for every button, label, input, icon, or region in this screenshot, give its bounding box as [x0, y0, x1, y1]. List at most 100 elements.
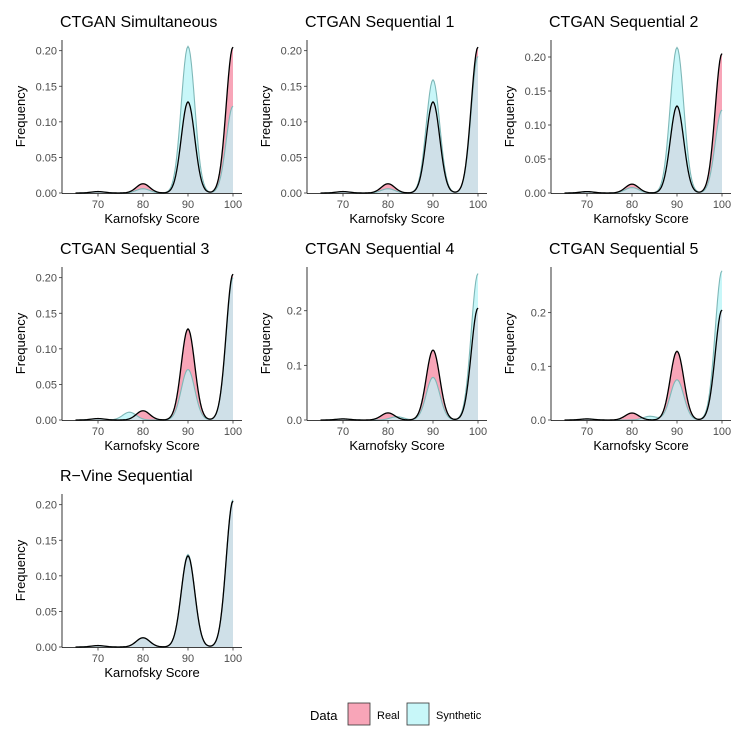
density-area-overlap — [564, 105, 722, 193]
y-tick-label: 0.1 — [287, 360, 302, 372]
y-tick-label: 0.15 — [36, 308, 57, 320]
density-area-synthetic — [564, 47, 722, 194]
legend: Data Real Synthetic — [310, 702, 482, 726]
panel: CTGAN Sequential 3 0.00 0.05 0.10 0.15 0.20 70… — [13, 241, 242, 453]
x-tick-label: 100 — [224, 653, 242, 665]
y-tick-label: 0.1 — [531, 361, 546, 373]
x-tick-label: 80 — [626, 199, 638, 211]
density-line-synthetic — [564, 270, 723, 421]
x-tick-label: 100 — [224, 199, 242, 211]
density-area-real — [320, 307, 478, 420]
x-tick-label: 80 — [382, 426, 394, 438]
y-tick-label: 0.20 — [525, 52, 546, 64]
density-line-synthetic — [564, 46, 723, 194]
x-tick-label: 80 — [626, 426, 638, 438]
legend-key-synthetic — [406, 702, 430, 726]
panel-title: CTGAN Sequential 4 — [305, 241, 455, 258]
density-area-overlap — [75, 501, 233, 647]
density-area-overlap — [320, 56, 478, 194]
panel: CTGAN Sequential 1 0.00 0.05 0.10 0.15 0.20 70… — [258, 14, 487, 226]
x-axis-label: Karnofsky Score — [349, 438, 444, 453]
density-area-synthetic — [564, 270, 722, 420]
x-tick-label: 70 — [581, 426, 593, 438]
x-tick-label: 70 — [337, 199, 349, 211]
x-tick-label: 90 — [427, 199, 439, 211]
x-axis-label: Karnofsky Score — [349, 211, 444, 226]
legend-label-real: Real — [377, 710, 400, 722]
density-area-synthetic — [75, 277, 233, 420]
y-tick-label: 0.05 — [36, 379, 57, 391]
y-tick-label: 0.10 — [36, 344, 57, 356]
x-tick-label: 90 — [182, 653, 194, 665]
legend-label-synthetic: Synthetic — [436, 710, 482, 722]
y-axis-label: Frequency — [13, 85, 28, 147]
density-line-real — [320, 46, 479, 194]
y-tick-label: 0.10 — [36, 571, 57, 583]
density-area-overlap — [75, 277, 233, 420]
y-tick-label: 0.10 — [36, 117, 57, 129]
x-tick-label: 100 — [713, 426, 731, 438]
y-tick-label: 0.10 — [525, 120, 546, 132]
x-tick-label: 70 — [581, 199, 593, 211]
panel-title: CTGAN Sequential 1 — [305, 14, 455, 31]
density-line-synthetic — [75, 45, 234, 194]
density-line-real — [75, 46, 234, 194]
density-area-real — [320, 47, 478, 194]
y-tick-label: 0.0 — [287, 415, 302, 427]
x-axis-label: Karnofsky Score — [104, 665, 199, 680]
y-tick-label: 0.2 — [287, 306, 302, 318]
density-area-real — [75, 501, 233, 647]
y-tick-label: 0.2 — [531, 308, 546, 320]
panels-group: CTGAN Simultaneous 0.00 0.05 0.10 0.15 0.20 70… — [13, 14, 731, 680]
x-tick-label: 80 — [137, 426, 149, 438]
x-tick-label: 70 — [92, 199, 104, 211]
density-line-real — [564, 309, 723, 421]
y-tick-label: 0.15 — [525, 86, 546, 98]
panel-title: CTGAN Sequential 2 — [549, 14, 699, 31]
density-area-synthetic — [320, 56, 478, 194]
x-tick-label: 70 — [337, 426, 349, 438]
panel-title: CTGAN Sequential 5 — [549, 241, 699, 258]
density-area-real — [564, 309, 722, 420]
y-tick-label: 0.20 — [36, 46, 57, 58]
density-line-real — [564, 53, 723, 194]
density-area-synthetic — [75, 46, 233, 194]
y-tick-label: 0.00 — [525, 188, 546, 200]
x-tick-label: 100 — [224, 426, 242, 438]
y-tick-label: 0.05 — [525, 154, 546, 166]
y-tick-label: 0.00 — [281, 188, 302, 200]
density-line-real — [320, 307, 479, 421]
panel-title: CTGAN Sequential 3 — [60, 241, 210, 258]
density-line-real — [75, 273, 234, 421]
y-tick-label: 0.15 — [36, 81, 57, 93]
y-axis-label: Frequency — [13, 312, 28, 374]
y-tick-label: 0.05 — [281, 152, 302, 164]
x-tick-label: 70 — [92, 653, 104, 665]
density-area-overlap — [75, 101, 233, 193]
x-tick-label: 80 — [137, 653, 149, 665]
y-axis-label: Frequency — [258, 85, 273, 147]
y-tick-label: 0.15 — [281, 81, 302, 93]
panel: CTGAN Sequential 2 0.00 0.05 0.10 0.15 0.20 70… — [502, 14, 731, 226]
density-area-overlap — [564, 309, 722, 420]
y-tick-label: 0.20 — [281, 46, 302, 58]
x-tick-label: 100 — [469, 426, 487, 438]
density-line-synthetic — [75, 277, 234, 421]
x-tick-label: 90 — [427, 426, 439, 438]
y-axis-label: Frequency — [502, 312, 517, 374]
x-axis-label: Karnofsky Score — [104, 438, 199, 453]
y-axis-label: Frequency — [13, 539, 28, 601]
y-tick-label: 0.00 — [36, 642, 57, 654]
y-tick-label: 0.20 — [36, 500, 57, 512]
x-tick-label: 80 — [382, 199, 394, 211]
panel: CTGAN Simultaneous 0.00 0.05 0.10 0.15 0.20 70… — [13, 14, 242, 226]
y-tick-label: 0.0 — [531, 415, 546, 427]
x-tick-label: 90 — [182, 426, 194, 438]
y-tick-label: 0.00 — [36, 188, 57, 200]
density-area-real — [75, 274, 233, 420]
y-tick-label: 0.15 — [36, 535, 57, 547]
density-line-real — [75, 500, 234, 648]
density-area-synthetic — [320, 273, 478, 420]
panel-title: R−Vine Sequential — [60, 468, 193, 485]
x-tick-label: 100 — [713, 199, 731, 211]
